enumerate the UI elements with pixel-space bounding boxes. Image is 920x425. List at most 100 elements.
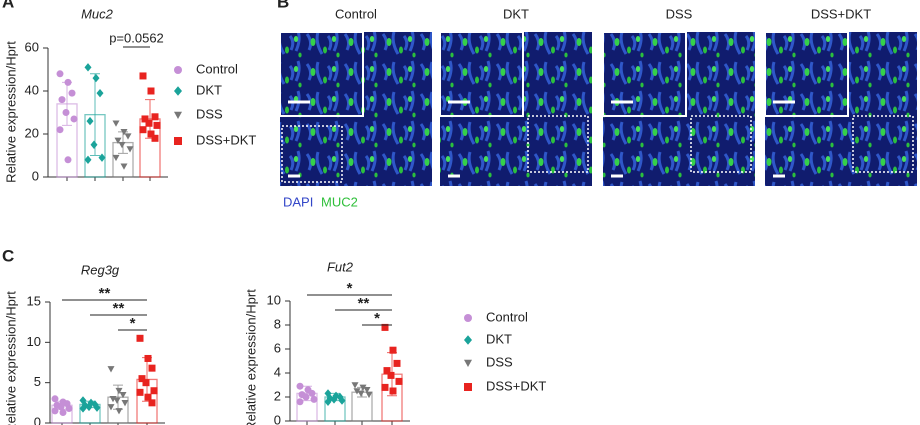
column-label: DKT (503, 6, 529, 21)
data-point (324, 397, 332, 406)
data-point (383, 367, 391, 375)
data-point (79, 404, 87, 413)
data-point (153, 121, 161, 129)
data-point (338, 396, 346, 405)
data-point (90, 140, 98, 149)
data-point (68, 89, 76, 97)
data-point (51, 395, 59, 403)
data-point (56, 70, 64, 78)
data-point (144, 393, 152, 401)
data-point (84, 63, 92, 72)
legend-marker (464, 383, 472, 391)
zoom-box (852, 115, 914, 173)
y-axis-label: Relative expression/Hprt (243, 289, 258, 425)
y-tick-label: 0 (274, 412, 281, 425)
data-point (109, 396, 117, 403)
significance-label: * (347, 280, 353, 297)
y-tick-label: 60 (25, 39, 39, 54)
data-point (86, 116, 94, 126)
y-tick-label: 10 (27, 334, 41, 349)
stain-label: DAPI (283, 194, 313, 209)
data-point (112, 120, 120, 127)
data-point (70, 115, 78, 123)
data-point (139, 126, 147, 134)
data-point (353, 388, 361, 395)
data-point (359, 384, 367, 391)
chart-title: Reg3g (81, 262, 120, 277)
data-point (148, 399, 156, 407)
legend-marker (464, 359, 472, 367)
significance-label: ** (358, 295, 370, 312)
legend-label: DSS+DKT (196, 132, 256, 147)
data-point (124, 133, 132, 140)
data-point (65, 404, 73, 412)
data-point (365, 391, 373, 399)
significance-label: ** (99, 285, 111, 302)
data-point (107, 366, 115, 373)
y-tick-label: 2 (274, 388, 281, 403)
legend-label: DSS (486, 354, 513, 369)
data-point (389, 346, 397, 354)
data-point (113, 397, 121, 404)
y-tick-label: 4 (274, 364, 281, 379)
data-point (56, 126, 64, 134)
chart-title: Fut2 (327, 259, 354, 274)
data-point (96, 88, 104, 98)
data-point (363, 387, 371, 394)
data-point (393, 359, 401, 367)
data-point (387, 371, 395, 379)
data-point (381, 383, 389, 391)
data-point (142, 379, 150, 387)
significance-label: * (374, 310, 380, 327)
data-point (136, 334, 144, 342)
y-tick-label: 40 (25, 82, 39, 97)
data-point (84, 155, 92, 164)
data-point (151, 134, 159, 142)
data-point (330, 395, 338, 404)
legend-marker (174, 111, 182, 119)
data-point (119, 391, 127, 399)
data-point (64, 78, 72, 86)
y-tick-label: 20 (25, 125, 39, 140)
data-point (147, 130, 155, 138)
data-point (145, 119, 153, 127)
data-point (296, 382, 304, 390)
data-point (93, 403, 101, 412)
legend-label: DSS (196, 106, 223, 121)
data-point (64, 156, 72, 164)
data-point (62, 109, 70, 116)
y-axis-label: Relative expression/Hprt (3, 291, 18, 425)
data-point (151, 113, 159, 121)
y-tick-label: 6 (274, 340, 281, 355)
data-point (141, 115, 149, 123)
data-point (310, 395, 318, 403)
y-tick-label: 10 (267, 292, 281, 307)
data-point (118, 141, 126, 149)
panel-label: C (2, 246, 14, 265)
legend-label: Control (486, 309, 528, 324)
data-point (112, 154, 120, 162)
data-point (120, 163, 128, 170)
data-point (120, 129, 128, 136)
data-point (121, 400, 129, 407)
zoom-box (281, 125, 343, 183)
y-tick-label: 0 (34, 414, 41, 425)
legend-label: DSS+DKT (486, 378, 546, 393)
legend-marker (174, 86, 182, 96)
data-point (351, 382, 359, 389)
data-point (148, 364, 156, 372)
data-point (57, 403, 65, 411)
data-point (58, 96, 66, 104)
y-tick-label: 15 (27, 293, 41, 308)
data-point (51, 407, 59, 415)
y-axis-label: Relative expression/Hprt (3, 41, 18, 183)
data-point (114, 137, 122, 144)
data-point (357, 390, 365, 397)
data-point (98, 153, 106, 162)
y-tick-label: 5 (34, 374, 41, 389)
column-label: DSS+DKT (811, 6, 871, 21)
chart-title: Muc2 (81, 6, 114, 21)
zoom-box (690, 115, 752, 173)
significance-label: * (130, 315, 136, 332)
